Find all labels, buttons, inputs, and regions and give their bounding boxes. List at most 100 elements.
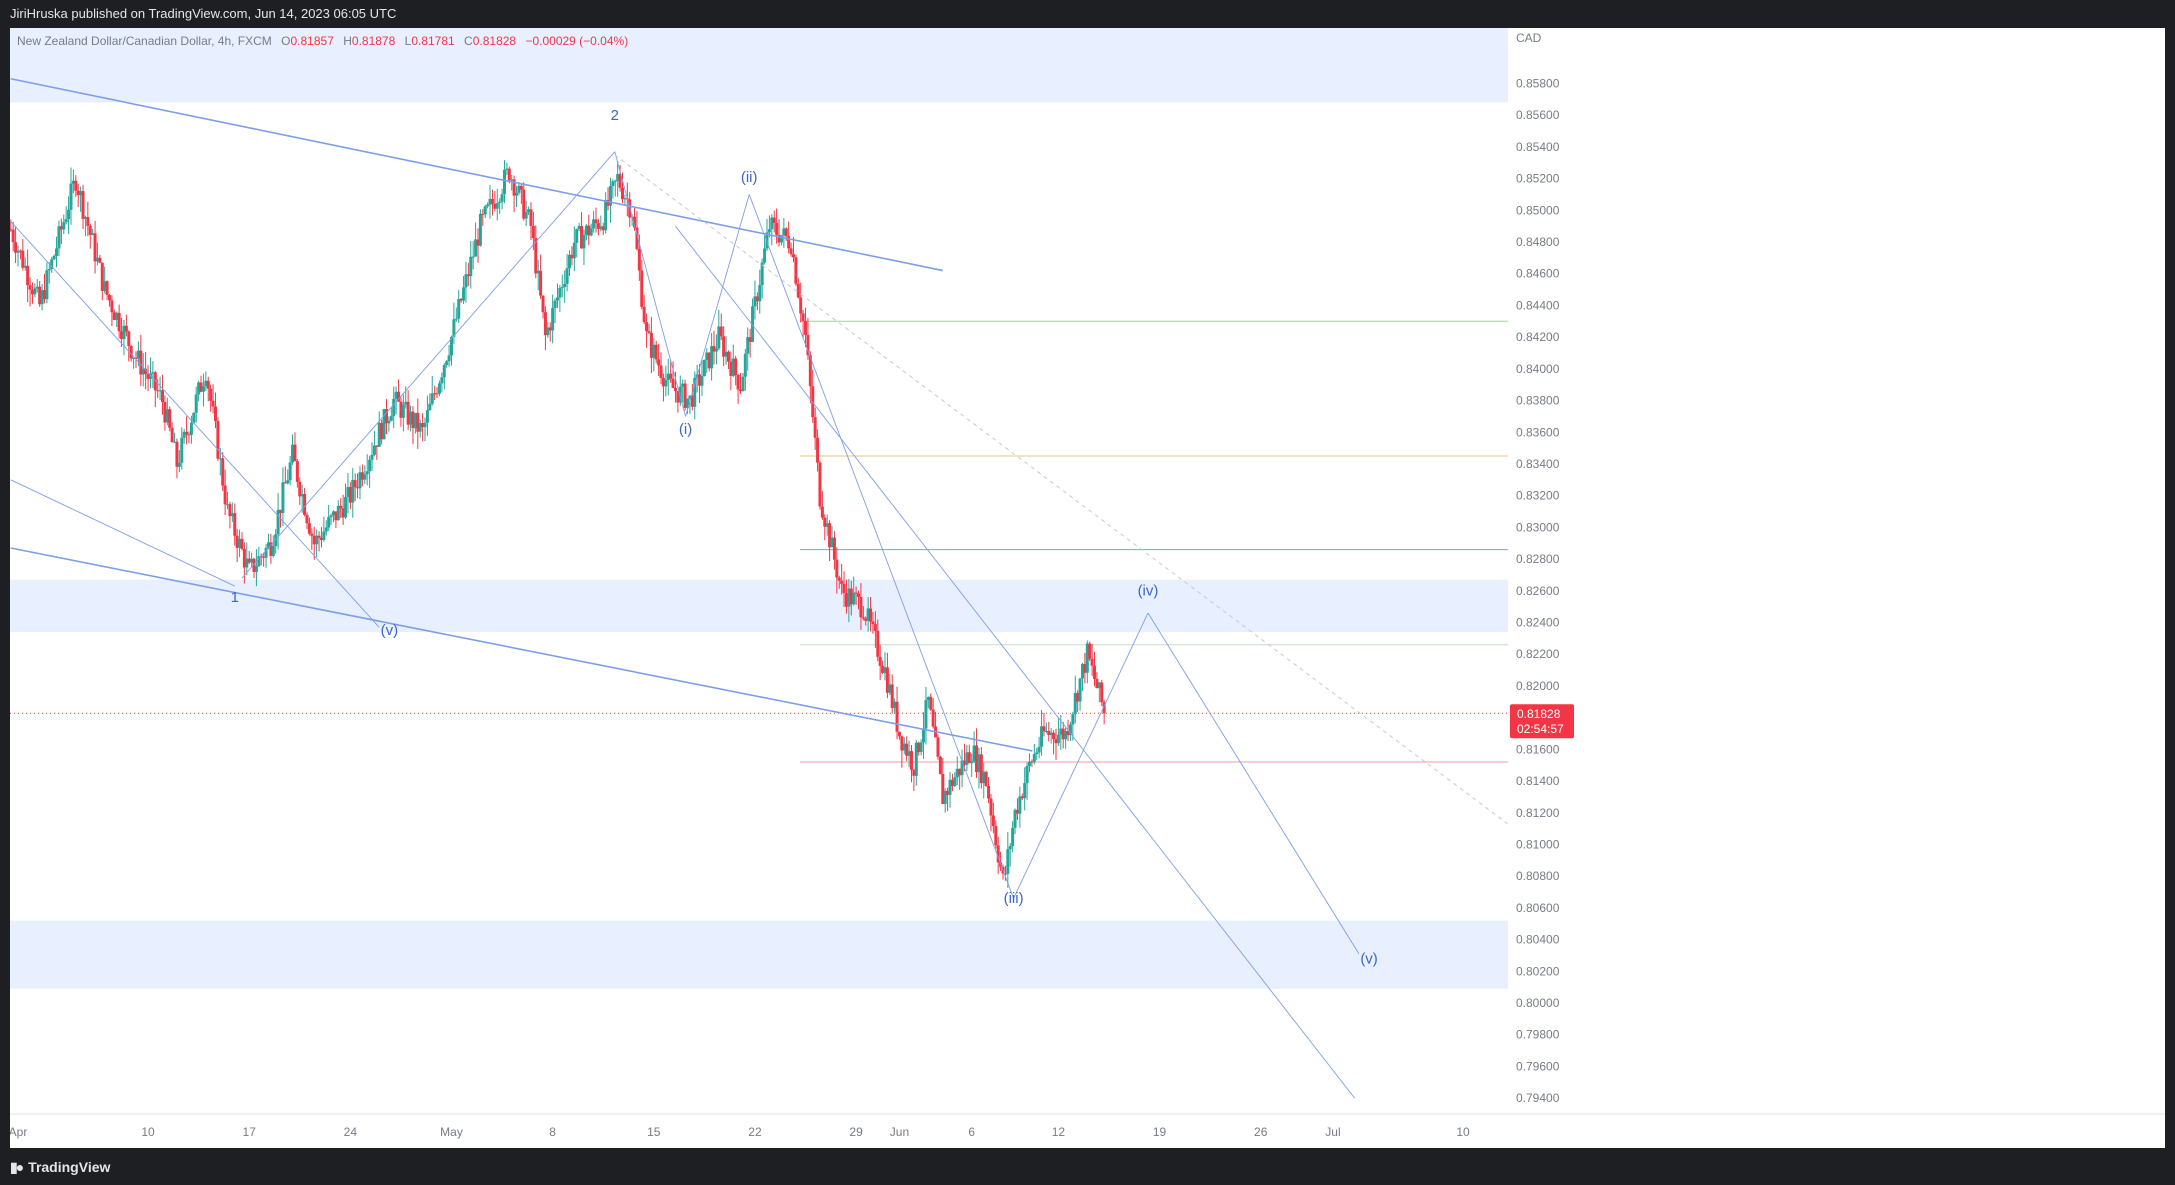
candle-body bbox=[938, 756, 942, 774]
candle-body bbox=[91, 233, 95, 235]
candle-body bbox=[493, 203, 497, 209]
candle-body bbox=[975, 745, 979, 773]
candle-body bbox=[782, 228, 786, 236]
candle-body bbox=[151, 372, 155, 374]
candle-body bbox=[832, 537, 836, 560]
candle-body bbox=[295, 461, 299, 482]
y-tick-label: 0.80800 bbox=[1516, 869, 1560, 883]
candle-body bbox=[654, 344, 658, 360]
candle-body bbox=[804, 320, 808, 335]
candle-body bbox=[1076, 692, 1080, 702]
candle-body bbox=[447, 355, 451, 362]
last-price-tag bbox=[1510, 704, 1574, 739]
candle-body bbox=[912, 769, 916, 776]
y-tick-label: 0.85800 bbox=[1516, 76, 1560, 90]
candle-body bbox=[146, 373, 150, 379]
candle-body bbox=[620, 187, 624, 200]
candle-body bbox=[394, 391, 398, 399]
candle-body bbox=[958, 768, 962, 776]
candle-body bbox=[608, 186, 612, 206]
candle-body bbox=[269, 542, 273, 556]
candle-body bbox=[582, 234, 586, 249]
candle-body bbox=[678, 386, 682, 403]
candle-body bbox=[731, 358, 735, 376]
candle-body bbox=[948, 779, 952, 795]
y-tick-label: 0.85200 bbox=[1516, 172, 1560, 186]
candle-body bbox=[416, 412, 420, 432]
candle-body bbox=[847, 588, 851, 607]
candle-body bbox=[466, 274, 470, 277]
candle-body bbox=[813, 417, 817, 438]
x-tick-label: 10 bbox=[1456, 1125, 1470, 1139]
wave-label: 2 bbox=[611, 107, 619, 124]
y-tick-label: 0.80200 bbox=[1516, 964, 1560, 978]
candle-body bbox=[88, 225, 92, 235]
candle-body bbox=[572, 242, 576, 259]
candle-body bbox=[623, 198, 627, 200]
candle-body bbox=[922, 728, 926, 743]
candle-body bbox=[596, 223, 600, 229]
candle-body bbox=[1037, 746, 1041, 753]
candle-body bbox=[746, 337, 750, 354]
candle-body bbox=[1042, 726, 1046, 732]
candle-body bbox=[919, 742, 923, 753]
candle-body bbox=[254, 566, 258, 572]
candle-body bbox=[779, 235, 783, 243]
candle-body bbox=[459, 299, 463, 301]
candle-body bbox=[105, 281, 109, 296]
supply-demand-zone bbox=[10, 920, 1508, 989]
candle-body bbox=[257, 556, 261, 567]
candle-body bbox=[553, 300, 557, 309]
candle-body bbox=[970, 761, 974, 764]
price-chart[interactable]: 12(v)(i)(ii)(iii)(iv)(v) CAD0.858000.856… bbox=[10, 28, 2165, 1148]
candle-body bbox=[770, 217, 774, 230]
candle-body bbox=[1095, 678, 1099, 689]
candle-body bbox=[546, 327, 550, 336]
candle-body bbox=[454, 318, 458, 320]
candle-body bbox=[346, 487, 350, 497]
candle-body bbox=[201, 386, 205, 392]
wave-label: (iv) bbox=[1138, 583, 1159, 600]
candle-body bbox=[871, 621, 875, 625]
candle-body bbox=[1064, 730, 1068, 740]
tradingview-logo[interactable]: ▮● TradingView bbox=[10, 1159, 110, 1176]
candle-body bbox=[266, 542, 270, 548]
candle-body bbox=[565, 268, 569, 284]
candle-body bbox=[462, 287, 466, 301]
candle-body bbox=[442, 364, 446, 378]
candle-body bbox=[413, 412, 417, 429]
candle-body bbox=[435, 393, 439, 395]
candle-body bbox=[161, 390, 164, 402]
candle-body bbox=[635, 227, 639, 249]
candle-body bbox=[103, 281, 107, 291]
candle-body bbox=[192, 412, 196, 423]
y-tick-label: 0.82800 bbox=[1516, 552, 1560, 566]
candle-body bbox=[10, 229, 13, 231]
candle-body bbox=[989, 798, 993, 816]
price-axis-bg bbox=[1508, 28, 2165, 1148]
candle-body bbox=[808, 355, 812, 387]
candle-body bbox=[64, 219, 68, 223]
candle-body bbox=[977, 754, 981, 773]
candle-body bbox=[659, 365, 663, 379]
candle-body bbox=[741, 376, 745, 392]
candle-body bbox=[457, 299, 461, 319]
x-tick-label: 12 bbox=[1052, 1125, 1066, 1139]
candle-body bbox=[837, 577, 841, 581]
candle-body bbox=[534, 237, 538, 274]
candle-body bbox=[71, 180, 75, 184]
candle-body bbox=[991, 815, 995, 827]
candle-body bbox=[76, 190, 80, 196]
y-tick-label: 0.85600 bbox=[1516, 108, 1560, 122]
candle-body bbox=[724, 351, 728, 357]
candle-body bbox=[329, 515, 333, 518]
y-tick-label: 0.79400 bbox=[1516, 1091, 1560, 1105]
candle-body bbox=[878, 656, 882, 666]
symbol-legend: New Zealand Dollar/Canadian Dollar, 4h, … bbox=[17, 34, 628, 48]
candle-body bbox=[170, 427, 174, 443]
candle-body bbox=[828, 523, 832, 548]
candle-body bbox=[235, 535, 239, 548]
candle-body bbox=[676, 391, 680, 403]
x-tick-label: 6 bbox=[968, 1125, 975, 1139]
tradingview-mark-icon: ▮● bbox=[10, 1159, 24, 1175]
